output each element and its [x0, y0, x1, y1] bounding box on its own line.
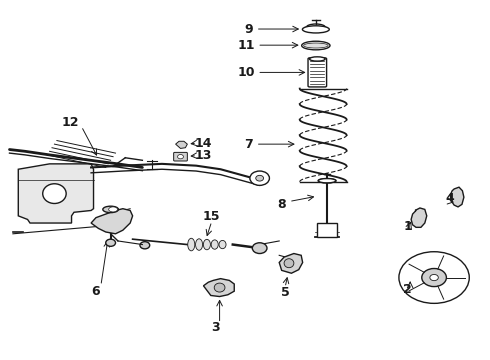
Circle shape [252, 243, 267, 253]
Ellipse shape [219, 240, 226, 249]
Ellipse shape [109, 207, 118, 212]
Ellipse shape [203, 239, 210, 250]
Ellipse shape [284, 259, 294, 268]
Polygon shape [279, 253, 303, 273]
Circle shape [177, 154, 183, 159]
FancyBboxPatch shape [308, 58, 327, 87]
Polygon shape [175, 141, 187, 148]
Ellipse shape [318, 179, 336, 183]
Text: 3: 3 [211, 321, 220, 334]
FancyBboxPatch shape [318, 223, 337, 237]
Ellipse shape [211, 240, 218, 249]
Polygon shape [411, 208, 427, 227]
Text: 6: 6 [92, 285, 100, 298]
Circle shape [250, 171, 270, 185]
Ellipse shape [103, 206, 119, 213]
Text: 12: 12 [62, 116, 79, 129]
Text: 8: 8 [277, 198, 286, 211]
Text: 13: 13 [195, 149, 212, 162]
Ellipse shape [214, 283, 225, 292]
Text: 11: 11 [238, 39, 255, 52]
Ellipse shape [310, 57, 325, 61]
Text: 9: 9 [245, 23, 253, 36]
Ellipse shape [302, 26, 329, 33]
Polygon shape [91, 209, 133, 234]
FancyBboxPatch shape [173, 152, 187, 161]
Circle shape [256, 175, 264, 181]
Text: 4: 4 [446, 192, 455, 205]
Text: 2: 2 [403, 283, 412, 296]
Circle shape [140, 242, 150, 249]
Ellipse shape [304, 43, 328, 48]
Polygon shape [18, 164, 94, 223]
Ellipse shape [188, 238, 195, 251]
Text: 5: 5 [281, 287, 290, 300]
Ellipse shape [43, 184, 66, 203]
Text: 1: 1 [403, 220, 412, 233]
Polygon shape [203, 279, 234, 297]
Text: 15: 15 [203, 210, 220, 223]
Ellipse shape [196, 239, 202, 250]
Circle shape [399, 252, 469, 303]
Text: 10: 10 [238, 66, 255, 79]
Ellipse shape [318, 179, 336, 183]
Circle shape [422, 269, 446, 287]
Ellipse shape [302, 41, 330, 50]
Polygon shape [450, 187, 464, 207]
Circle shape [106, 239, 116, 246]
Text: 7: 7 [245, 138, 253, 150]
Circle shape [430, 274, 439, 281]
Text: 14: 14 [195, 136, 212, 149]
